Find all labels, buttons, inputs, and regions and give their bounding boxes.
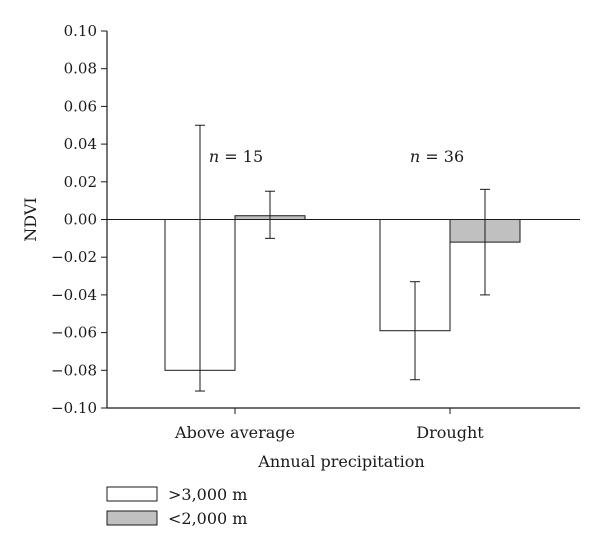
y-tick-label: −0.02 — [51, 248, 97, 266]
y-tick-label: 0.06 — [64, 97, 97, 115]
y-tick-label: −0.10 — [51, 399, 97, 417]
legend-label: >3,000 m — [168, 485, 247, 504]
x-tick-label: Drought — [416, 423, 484, 442]
y-tick-label: 0.04 — [64, 135, 97, 153]
y-tick-label: −0.08 — [51, 361, 97, 379]
annotations: n = 15 n = 36 — [209, 147, 464, 166]
y-tick-label: 0.08 — [64, 60, 97, 78]
legend-label: <2,000 m — [168, 509, 247, 528]
legend-swatch — [106, 486, 158, 502]
sample-size-annotation: n = 15 — [209, 147, 263, 166]
sample-size-annotation: n = 36 — [410, 147, 464, 166]
legend: >3,000 m <2,000 m — [106, 485, 247, 528]
legend-swatch — [106, 510, 158, 526]
bars — [164, 215, 521, 371]
y-tick-label: 0.02 — [64, 173, 97, 191]
y-axis-ticks: 0.10 0.08 0.06 0.04 0.02 0.00 −0.02 −0.04 −0.06 −… — [51, 22, 107, 417]
y-tick-label: 0.10 — [64, 22, 97, 40]
y-tick-label: −0.04 — [51, 286, 97, 304]
x-axis-label: Annual precipitation — [257, 452, 424, 471]
error-bars — [195, 124, 490, 392]
x-axis-ticks: Above average Drought — [174, 408, 484, 442]
y-tick-label: −0.06 — [51, 324, 97, 342]
y-tick-label: 0.00 — [64, 211, 97, 229]
y-axis-label: NDVI — [21, 197, 40, 241]
x-tick-label: Above average — [174, 423, 295, 442]
